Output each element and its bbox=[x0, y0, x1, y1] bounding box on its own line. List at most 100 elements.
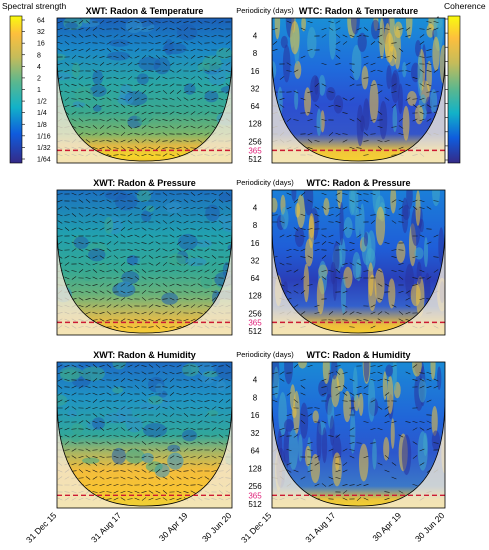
phase-arrow bbox=[190, 290, 196, 294]
phase-arrow bbox=[64, 414, 70, 416]
panel-title: XWT: Radon & Temperature bbox=[86, 6, 204, 16]
phase-arrow bbox=[377, 311, 383, 315]
phase-arrow bbox=[204, 421, 210, 423]
phase-arrow bbox=[155, 248, 161, 252]
phase-arrow bbox=[211, 207, 217, 209]
phase-arrow bbox=[113, 455, 119, 459]
heatmap-texture bbox=[323, 197, 330, 216]
heatmap-texture bbox=[358, 443, 369, 482]
phase-arrow bbox=[391, 126, 397, 128]
heatmap-texture bbox=[215, 363, 232, 380]
phase-arrow bbox=[293, 69, 299, 73]
phase-arrow bbox=[162, 126, 168, 128]
phase-arrow bbox=[307, 284, 313, 286]
heatmap-texture bbox=[316, 108, 322, 137]
phase-arrow bbox=[148, 421, 154, 423]
phase-arrow bbox=[300, 213, 306, 217]
phase-arrow bbox=[113, 241, 119, 245]
phase-arrow bbox=[106, 220, 112, 224]
phase-arrow bbox=[412, 379, 418, 381]
phase-arrow bbox=[141, 227, 147, 231]
phase-arrow bbox=[162, 104, 168, 108]
phase-arrow bbox=[113, 133, 119, 135]
phase-arrow bbox=[204, 305, 210, 307]
phase-arrow bbox=[176, 63, 182, 65]
phase-arrow bbox=[120, 55, 126, 59]
phase-arrow bbox=[335, 27, 341, 31]
phase-arrow bbox=[127, 20, 133, 24]
phase-arrow bbox=[64, 364, 70, 368]
phase-arrow bbox=[183, 118, 189, 122]
phase-arrow bbox=[419, 97, 425, 101]
phase-arrow bbox=[134, 434, 140, 438]
panel-wtc-1: WTC: Radon & Temperature bbox=[271, 6, 446, 164]
phase-arrow bbox=[183, 290, 189, 294]
heatmap-texture bbox=[301, 18, 307, 32]
phase-arrow bbox=[218, 406, 224, 410]
phase-arrow bbox=[342, 263, 348, 265]
phase-arrow bbox=[120, 435, 126, 437]
phase-arrow bbox=[141, 153, 147, 157]
phase-arrow bbox=[211, 221, 217, 223]
phase-arrow bbox=[370, 133, 376, 135]
phase-arrow bbox=[370, 192, 376, 196]
phase-arrow bbox=[113, 283, 119, 287]
phase-arrow bbox=[99, 111, 105, 115]
phase-arrow bbox=[225, 248, 231, 252]
phase-arrow bbox=[155, 379, 161, 381]
phase-arrow bbox=[356, 386, 362, 388]
phase-arrow bbox=[293, 399, 299, 403]
phase-arrow bbox=[218, 192, 224, 196]
phase-arrow bbox=[279, 262, 285, 266]
phase-arrow bbox=[204, 476, 210, 480]
phase-arrow bbox=[176, 455, 182, 459]
phase-arrow bbox=[279, 234, 285, 238]
phase-arrow bbox=[426, 378, 432, 382]
x-tick-label: 30 Apr 19 bbox=[157, 510, 190, 543]
phase-arrow bbox=[57, 213, 63, 217]
phase-arrow bbox=[127, 41, 133, 45]
phase-arrow bbox=[405, 304, 411, 308]
heatmap-texture bbox=[438, 227, 445, 265]
phase-arrow bbox=[92, 125, 98, 129]
phase-arrow bbox=[197, 434, 203, 438]
phase-arrow bbox=[218, 399, 224, 403]
phase-arrow bbox=[71, 48, 77, 52]
phase-arrow bbox=[225, 414, 231, 416]
phase-arrow bbox=[356, 206, 362, 210]
phase-arrow bbox=[162, 227, 168, 231]
phase-arrow bbox=[204, 256, 210, 258]
phase-arrow bbox=[57, 63, 63, 65]
phase-arrow bbox=[162, 119, 168, 121]
phase-arrow bbox=[335, 207, 341, 209]
phase-arrow bbox=[412, 427, 418, 431]
phase-arrow bbox=[127, 304, 133, 308]
phase-arrow bbox=[169, 276, 175, 280]
phase-arrow bbox=[99, 442, 105, 444]
phase-arrow bbox=[293, 427, 299, 431]
phase-arrow bbox=[370, 442, 376, 444]
phase-arrow bbox=[426, 83, 432, 87]
phase-arrow bbox=[134, 153, 140, 157]
phase-arrow bbox=[204, 111, 210, 115]
phase-arrow bbox=[197, 283, 203, 287]
phase-arrow bbox=[197, 83, 203, 87]
phase-arrow bbox=[321, 63, 327, 65]
phase-arrow bbox=[92, 262, 98, 266]
heatmap-texture bbox=[412, 362, 422, 377]
y-tick-label: 32 bbox=[251, 256, 260, 265]
phase-arrow bbox=[204, 413, 210, 417]
phase-arrow bbox=[183, 441, 189, 445]
heatmap-texture bbox=[141, 210, 152, 222]
phase-arrow bbox=[134, 413, 140, 417]
phase-arrow bbox=[183, 125, 189, 129]
phase-arrow bbox=[377, 318, 383, 322]
phase-arrow bbox=[155, 241, 161, 245]
phase-arrow bbox=[78, 435, 84, 437]
phase-arrow bbox=[377, 283, 383, 287]
phase-arrow bbox=[155, 305, 161, 307]
phase-arrow bbox=[71, 42, 77, 44]
phase-arrow bbox=[78, 227, 84, 231]
phase-arrow bbox=[113, 220, 119, 224]
phase-arrow bbox=[120, 146, 126, 150]
